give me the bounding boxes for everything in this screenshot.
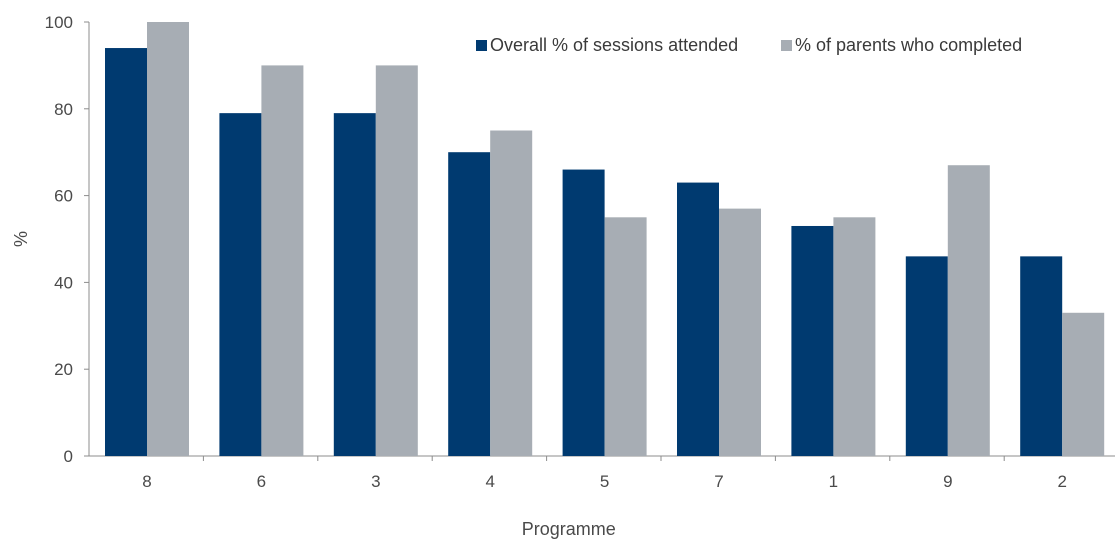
y-tick-label: 0 — [64, 447, 73, 466]
y-tick-labels: 0 20 40 60 80 100 — [45, 13, 89, 466]
y-tick-label: 20 — [54, 360, 73, 379]
bar-parents-completed-programme-4 — [490, 130, 533, 456]
bar-parents-completed-programme-8 — [147, 22, 189, 456]
y-tick-label: 80 — [54, 100, 73, 119]
y-tick-label: 100 — [45, 13, 73, 32]
x-tick-label: 7 — [714, 472, 723, 491]
y-tick-label: 60 — [54, 187, 73, 206]
bar-sessions-attended-programme-1 — [791, 225, 834, 456]
legend-swatch-sessions-attended — [476, 40, 487, 51]
bar-sessions-attended-programme-6 — [219, 113, 262, 456]
x-tick-label: 1 — [829, 472, 838, 491]
bar-parents-completed-programme-6 — [261, 65, 304, 457]
bar-sessions-attended-programme-8 — [105, 48, 147, 456]
y-tick-label: 40 — [54, 273, 73, 292]
x-tick-labels: 8 6 3 4 5 7 1 9 2 — [142, 456, 1067, 491]
x-tick-label: 2 — [1057, 472, 1066, 491]
x-tick-label: 5 — [600, 472, 609, 491]
x-axis-title: Programme — [522, 519, 616, 539]
bar-parents-completed-programme-5 — [604, 217, 647, 456]
bars — [105, 22, 1105, 457]
x-tick-label: 3 — [371, 472, 380, 491]
bar-sessions-attended-programme-2 — [1020, 256, 1063, 456]
bar-sessions-attended-programme-4 — [448, 152, 491, 456]
bar-parents-completed-programme-2 — [1062, 312, 1105, 456]
legend-label-sessions-attended: Overall % of sessions attended — [490, 35, 738, 55]
x-tick-label: 8 — [142, 472, 151, 491]
bar-sessions-attended-programme-9 — [905, 256, 948, 456]
x-tick-label: 6 — [257, 472, 266, 491]
bar-parents-completed-programme-7 — [719, 208, 761, 456]
legend-label-parents-completed: % of parents who completed — [795, 35, 1022, 55]
y-axis-title: % — [11, 231, 31, 247]
bar-parents-completed-programme-9 — [947, 165, 990, 456]
legend: Overall % of sessions attended % of pare… — [476, 35, 1022, 55]
bar-sessions-attended-programme-5 — [562, 169, 605, 456]
x-tick-label: 4 — [485, 472, 494, 491]
bar-sessions-attended-programme-3 — [333, 113, 376, 456]
x-tick-label: 9 — [943, 472, 952, 491]
bar-parents-completed-programme-1 — [833, 217, 876, 456]
legend-swatch-parents-completed — [781, 40, 792, 51]
bar-parents-completed-programme-3 — [375, 65, 418, 457]
bar-sessions-attended-programme-7 — [677, 182, 719, 456]
